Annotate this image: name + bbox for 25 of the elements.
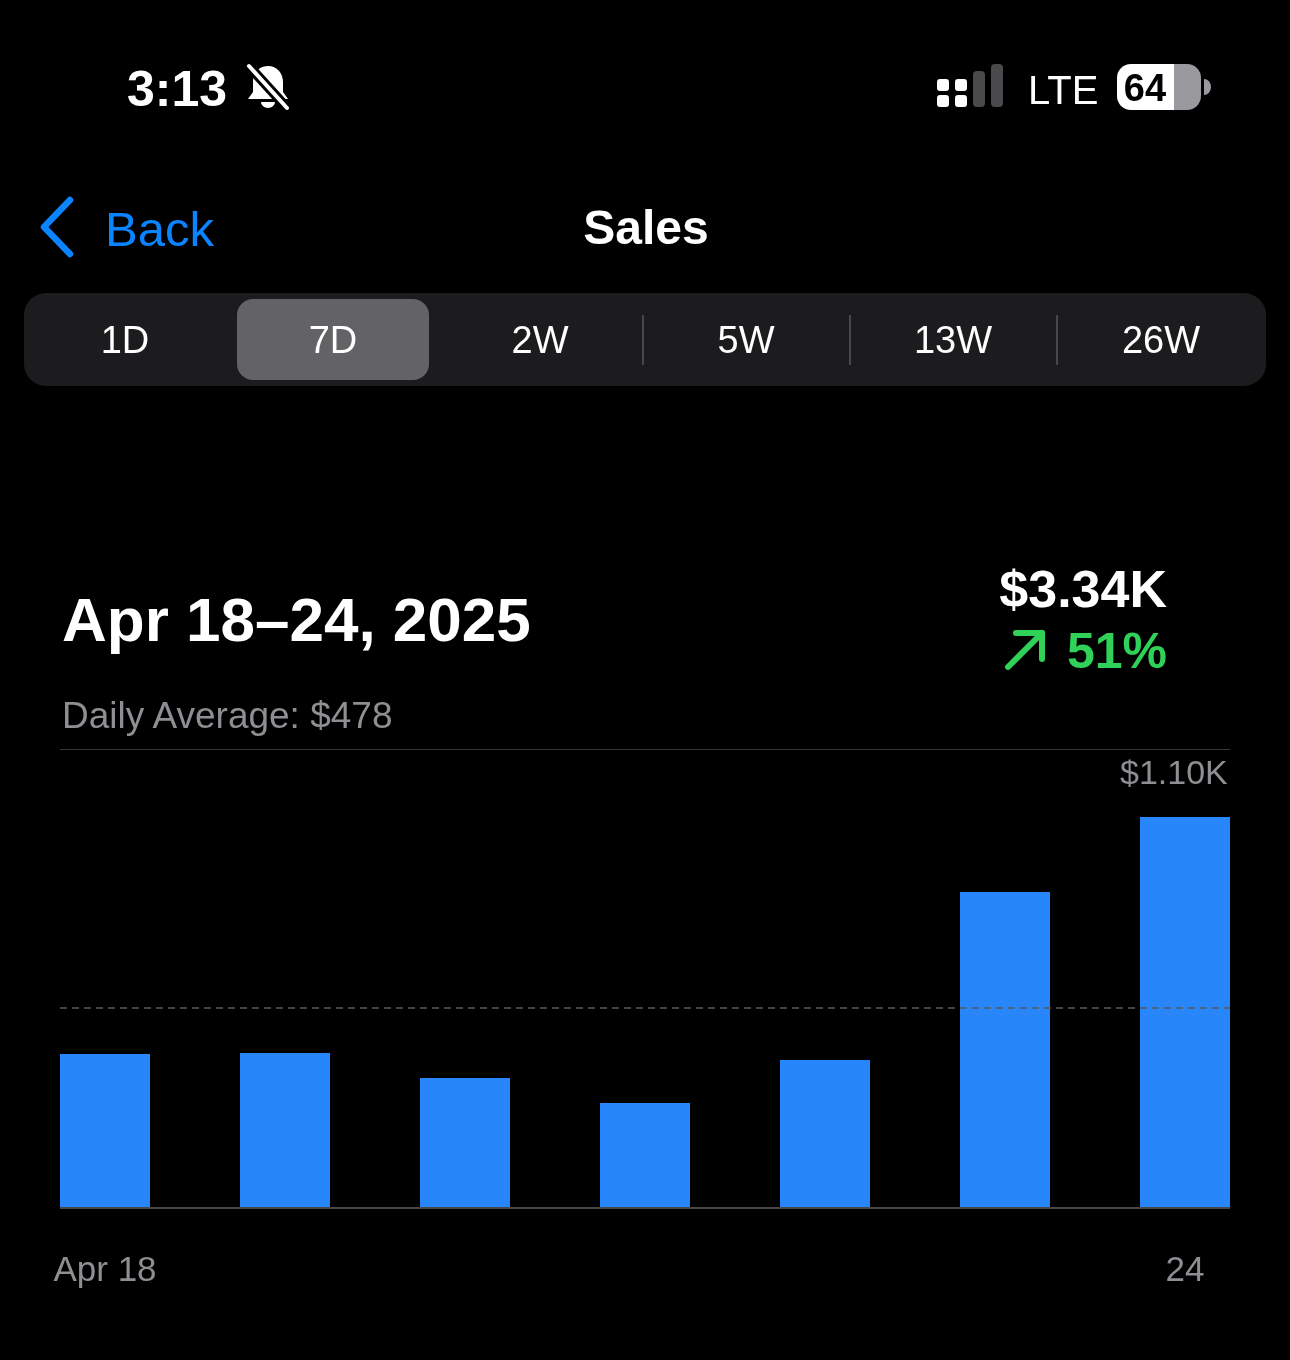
x-tick-label: 24: [1165, 1248, 1205, 1288]
bar: [780, 1059, 870, 1207]
text: 1D: [100, 319, 150, 362]
text: Back: [105, 201, 214, 256]
chart-subtitle: Apr 18–24, 2025: [62, 584, 531, 654]
chart-title: Sales: [583, 201, 709, 255]
text: 2W: [511, 319, 569, 362]
bar: [60, 1054, 150, 1207]
x-tick-label: Apr 18: [53, 1248, 157, 1288]
bar: [600, 1102, 690, 1207]
text: 51%: [1066, 622, 1167, 679]
bar: [1140, 816, 1230, 1207]
text: $3.34K: [999, 559, 1167, 618]
ref-line-label: $1.10K: [1120, 753, 1229, 791]
text: 3:13: [127, 60, 228, 117]
text: 7D: [308, 319, 358, 362]
text: 64: [1123, 67, 1167, 110]
text: 13W: [913, 319, 993, 362]
bar: [960, 891, 1050, 1207]
text: 5W: [717, 319, 775, 362]
bar: [420, 1077, 510, 1207]
text: 26W: [1121, 319, 1201, 362]
text: LTE: [1028, 68, 1099, 113]
bar: [240, 1052, 330, 1207]
text: Daily Average: $478: [62, 694, 393, 736]
